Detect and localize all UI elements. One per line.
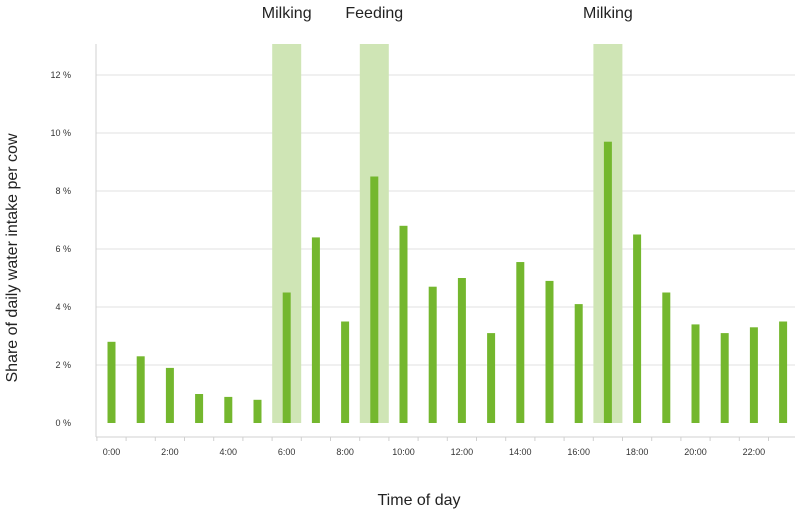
- highlight-labels: Milking Feeding Milking: [262, 5, 633, 22]
- bar: [457, 278, 466, 423]
- axes: [95, 44, 795, 441]
- y-axis-title: Share of daily water intake per cow: [4, 133, 21, 382]
- highlight-label: Milking: [583, 5, 633, 22]
- x-tick-label: 14:00: [509, 447, 532, 457]
- bar: [574, 304, 583, 423]
- bar: [399, 225, 408, 423]
- y-tick-label: 0 %: [55, 418, 71, 428]
- bar: [370, 176, 379, 423]
- x-tick-label: 8:00: [336, 447, 354, 457]
- bar: [311, 237, 320, 423]
- bar: [195, 394, 204, 423]
- x-tick-labels: 0:00 2:00 4:00 6:00 8:00 10:00 12:00 14:00 16:00…: [103, 447, 765, 457]
- highlight-label: Feeding: [345, 5, 403, 22]
- bars: [107, 141, 788, 423]
- bar: [428, 286, 437, 423]
- bar: [749, 327, 758, 423]
- y-tick-label: 6 %: [55, 244, 71, 254]
- y-tick-label: 8 %: [55, 186, 71, 196]
- grid-lines: [96, 74, 795, 366]
- x-tick-label: 18:00: [626, 447, 649, 457]
- x-tick-label: 20:00: [684, 447, 707, 457]
- x-tick-label: 0:00: [103, 447, 121, 457]
- bar: [603, 141, 612, 423]
- x-tick-label: 4:00: [220, 447, 238, 457]
- bar: [224, 396, 233, 423]
- bar: [487, 333, 496, 423]
- bar: [253, 399, 262, 423]
- bar: [516, 262, 525, 423]
- highlight-bands: [272, 44, 623, 423]
- y-tick-labels: 0 % 2 % 4 % 6 % 8 % 10 % 12 %: [50, 70, 71, 428]
- bar: [691, 324, 700, 423]
- bar: [779, 321, 788, 423]
- y-tick-label: 10 %: [50, 128, 71, 138]
- bar: [341, 321, 350, 423]
- bar: [720, 333, 729, 423]
- bar: [662, 292, 671, 423]
- x-tick-label: 6:00: [278, 447, 296, 457]
- y-tick-label: 4 %: [55, 302, 71, 312]
- x-tick-label: 12:00: [451, 447, 474, 457]
- bar: [633, 234, 642, 423]
- highlight-label: Milking: [262, 5, 312, 22]
- bar: [165, 367, 174, 423]
- y-tick-label: 12 %: [50, 70, 71, 80]
- bar: [136, 356, 145, 423]
- bar: [545, 280, 554, 423]
- x-tick-label: 2:00: [161, 447, 179, 457]
- x-tick-label: 16:00: [567, 447, 590, 457]
- x-tick-label: 10:00: [392, 447, 415, 457]
- bar: [107, 341, 116, 423]
- x-tick-label: 22:00: [743, 447, 766, 457]
- y-tick-label: 2 %: [55, 360, 71, 370]
- x-axis-title: Time of day: [378, 492, 461, 509]
- bar: [282, 292, 291, 423]
